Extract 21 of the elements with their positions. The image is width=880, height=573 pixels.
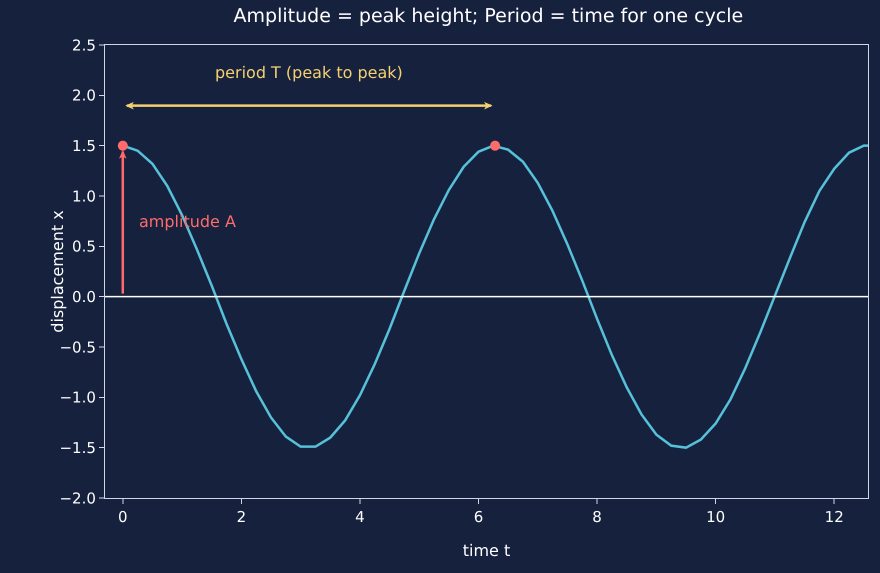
y-axis-title: displacement x: [48, 210, 67, 333]
x-tick-label: 10: [706, 508, 726, 526]
y-tick-label: −2.0: [59, 489, 96, 508]
x-tick-label: 8: [592, 508, 602, 526]
x-tick-label: 12: [824, 508, 844, 526]
y-tick-label: 0.5: [72, 238, 96, 256]
x-tick-label: 0: [118, 508, 128, 526]
y-tick-label: −1.0: [59, 388, 96, 407]
y-tick-label: 2.0: [72, 86, 96, 105]
y-tick-label: 2.5: [72, 36, 96, 54]
y-tick-label: 1.0: [72, 187, 96, 206]
x-tick-label: 6: [474, 508, 484, 526]
y-tick-label: −0.5: [59, 338, 96, 356]
x-tick-label: 4: [355, 508, 365, 526]
x-tick-label: 2: [236, 508, 246, 526]
y-tick-label: 1.5: [72, 136, 96, 155]
y-tick-label: 0.0: [72, 288, 96, 306]
annotation: period T (peak to peak): [215, 63, 403, 82]
x-axis-title: time t: [462, 541, 510, 560]
chart-title: Amplitude = peak height; Period = time for one cycle: [234, 4, 744, 27]
y-tick-label: −1.5: [59, 438, 96, 457]
